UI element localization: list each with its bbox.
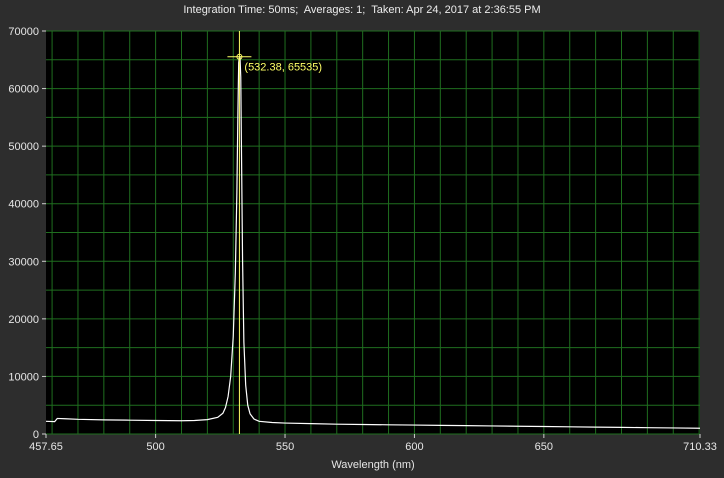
y-tick-label: 0 xyxy=(33,429,39,441)
x-tick-label: 710.33 xyxy=(683,441,717,453)
cursor-readout: (532.38, 65535) xyxy=(244,62,322,74)
spectrum-series-line xyxy=(45,56,701,429)
y-axis-ticks: 0 10000 20000 30000 40000 50000 60000 70000 xyxy=(8,26,46,441)
cursor-marker xyxy=(236,53,243,60)
x-tick-label: 500 xyxy=(146,441,164,453)
x-axis-label: Wavelength (nm) xyxy=(331,459,414,471)
y-tick-label: 60000 xyxy=(8,84,39,96)
grid-lines xyxy=(46,30,700,435)
series-layer xyxy=(45,56,701,429)
y-tick-label: 10000 xyxy=(8,371,39,383)
y-tick-label: 70000 xyxy=(8,26,39,38)
x-axis-ticks: 457.65 500 550 600 650 710.33 xyxy=(29,434,717,453)
x-tick-label: 600 xyxy=(405,441,423,453)
x-tick-label: 550 xyxy=(276,441,294,453)
y-tick-label: 40000 xyxy=(8,199,39,211)
cursor[interactable]: (532.38, 65535) xyxy=(227,31,322,434)
y-tick-label: 20000 xyxy=(8,314,39,326)
chart-title: Integration Time: 50ms; Averages: 1; Tak… xyxy=(183,4,541,16)
y-tick-label: 50000 xyxy=(8,141,39,153)
x-tick-label: 457.65 xyxy=(29,441,63,453)
x-tick-label: 650 xyxy=(535,441,553,453)
y-tick-label: 30000 xyxy=(8,256,39,268)
